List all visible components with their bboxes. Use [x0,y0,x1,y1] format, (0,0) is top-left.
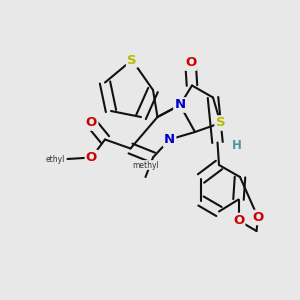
Text: O: O [86,116,97,130]
Text: N: N [174,98,186,112]
Text: N: N [164,133,175,146]
Text: H: H [232,139,242,152]
Text: O: O [185,56,196,70]
Text: ethyl: ethyl [46,154,65,164]
Text: methyl: methyl [132,160,159,169]
Text: S: S [216,116,225,130]
Text: O: O [252,211,264,224]
Text: O: O [86,151,97,164]
Text: S: S [127,53,137,67]
Text: O: O [233,214,244,227]
